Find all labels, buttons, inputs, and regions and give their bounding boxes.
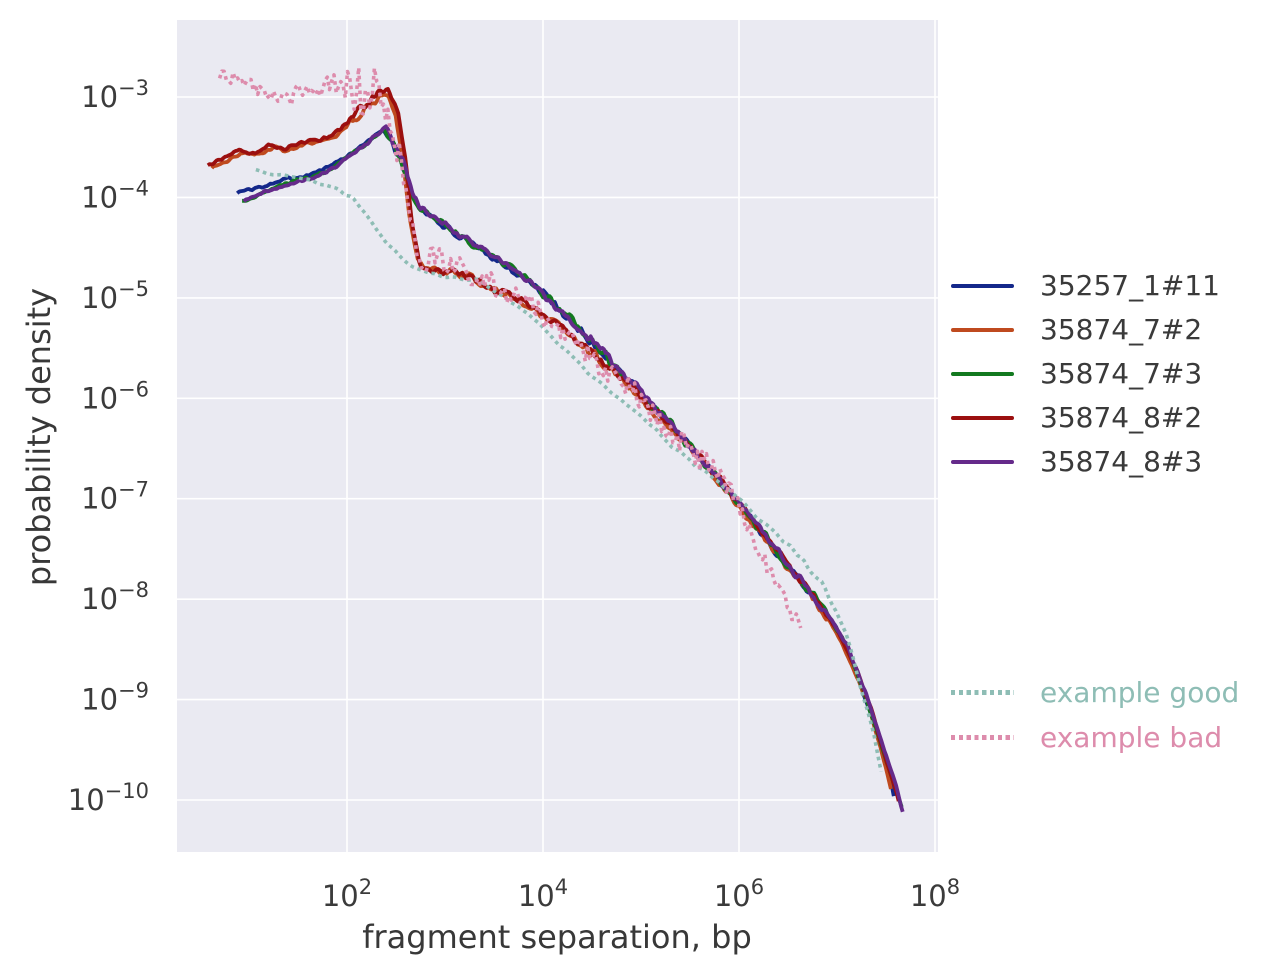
plot-area [177, 20, 938, 852]
series-line-example-bad [217, 65, 803, 629]
legend-label: example bad [1040, 720, 1223, 754]
y-tick-label: 10−6 [81, 377, 149, 415]
series-line-35874-8-3 [242, 124, 905, 813]
legend-line-swatch [951, 735, 1014, 740]
y-axis-label: probability density [20, 288, 58, 586]
legend-item: 35874_8#2 [951, 396, 1220, 440]
legend-label: 35874_7#2 [1040, 313, 1203, 346]
y-tick-label: 10−5 [81, 277, 149, 315]
x-axis-label: fragment separation, bp [362, 918, 752, 956]
x-tick-labels: 102 104 106 108 [322, 875, 960, 913]
legend-line-swatch [951, 690, 1014, 695]
x-tick-label: 102 [322, 875, 372, 913]
y-tick-label: 10−4 [81, 176, 149, 214]
series-paths [206, 65, 905, 813]
legend-line-swatch [951, 371, 1014, 377]
legend-line-swatch [951, 459, 1014, 465]
legend-examples: example good example bad [951, 670, 1239, 760]
x-tick-label: 108 [910, 875, 960, 913]
legend-samples: 35257_1#11 35874_7#2 35874_7#3 35874_8#2… [951, 264, 1220, 484]
legend-item: 35874_8#3 [951, 440, 1220, 484]
legend-item: example bad [951, 715, 1239, 760]
x-tick-label: 106 [714, 875, 764, 913]
y-tick-label: 10−7 [81, 478, 149, 516]
y-tick-label: 10−3 [81, 76, 149, 114]
y-tick-label: 10−10 [68, 779, 149, 817]
legend-label: 35874_7#3 [1040, 357, 1203, 390]
legend-line-swatch [951, 327, 1014, 333]
y-tick-labels: 10−3 10−4 10−5 10−6 10−7 10−8 10−9 10−10 [68, 76, 149, 817]
legend-line-swatch [951, 415, 1014, 421]
legend-label: 35874_8#2 [1040, 401, 1203, 434]
legend-label: example good [1040, 675, 1240, 709]
legend-item: 35874_7#3 [951, 352, 1220, 396]
legend-label: 35257_1#11 [1040, 269, 1220, 302]
series-line-example-good [255, 167, 883, 772]
y-tick-label: 10−8 [81, 578, 149, 616]
y-tick-label: 10−9 [81, 679, 149, 717]
legend-item: 35257_1#11 [951, 264, 1220, 308]
legend-label: 35874_8#3 [1040, 445, 1203, 478]
legend-item: example good [951, 670, 1239, 715]
legend-item: 35874_7#2 [951, 308, 1220, 352]
x-tick-label: 104 [518, 875, 568, 913]
legend-line-swatch [951, 283, 1014, 289]
